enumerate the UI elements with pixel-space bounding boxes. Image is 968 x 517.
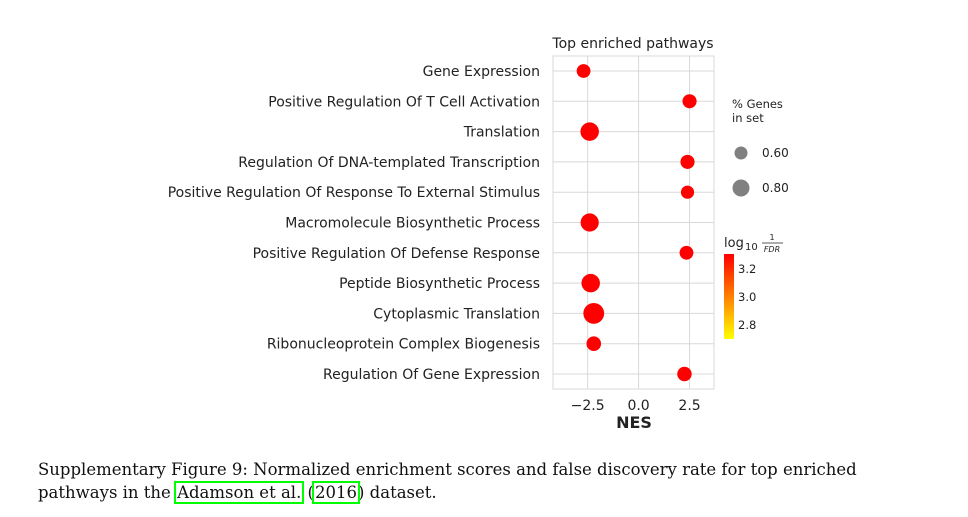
color-legend-title-log: log xyxy=(724,236,744,251)
x-tick-label: 2.5 xyxy=(678,398,700,414)
data-point xyxy=(576,64,591,78)
caption-open-paren: ( xyxy=(302,483,314,502)
colorbar-tick-2-8: 2.8 xyxy=(738,318,756,332)
color-legend: log 10 1 FDR 3.2 3.0 2.8 xyxy=(724,233,783,339)
data-points xyxy=(576,64,697,382)
data-point xyxy=(680,185,695,199)
x-tick-label: 0.0 xyxy=(627,398,649,414)
y-tick-label: Cytoplasmic Translation xyxy=(373,306,540,322)
color-legend-title-denominator: FDR xyxy=(764,245,780,254)
data-point xyxy=(679,245,694,260)
x-axis-label: NES xyxy=(616,413,652,432)
x-axis-ticks: −2.5 0.0 2.5 xyxy=(571,398,701,414)
size-legend: % Genes in set 0.60 0.80 xyxy=(732,97,789,197)
citation-year-link[interactable]: 2016 xyxy=(312,481,360,504)
chart-title: Top enriched pathways xyxy=(551,36,713,52)
data-point xyxy=(580,122,599,141)
data-point xyxy=(677,366,692,382)
caption-text: Supplementary Figure 9: Normalized enric… xyxy=(38,460,857,502)
y-tick-label: Regulation Of DNA-templated Transcriptio… xyxy=(238,155,540,171)
colorbar-tick-3-0: 3.0 xyxy=(738,290,756,304)
data-point xyxy=(583,302,605,324)
caption-suffix: ) dataset. xyxy=(358,483,437,502)
y-tick-label: Translation xyxy=(463,125,540,141)
data-point xyxy=(581,273,600,293)
y-tick-label: Positive Regulation Of Response To Exter… xyxy=(168,185,540,201)
x-tick-label: −2.5 xyxy=(571,398,605,414)
plot-frame xyxy=(552,55,715,390)
y-tick-label: Regulation Of Gene Expression xyxy=(323,367,540,383)
color-legend-title-base: 10 xyxy=(745,242,758,253)
size-legend-label-1: 0.80 xyxy=(762,181,789,195)
data-point xyxy=(682,94,697,109)
citation-author-link[interactable]: Adamson et al. xyxy=(174,481,305,504)
y-tick-label: Macromolecule Biosynthetic Process xyxy=(285,216,540,232)
y-axis-labels: Gene Expression Positive Regulation Of T … xyxy=(168,64,540,383)
colorbar xyxy=(724,254,734,339)
size-legend-marker-0 xyxy=(734,146,748,160)
data-point xyxy=(680,154,695,169)
y-tick-label: Ribonucleoprotein Complex Biogenesis xyxy=(267,337,540,353)
y-tick-label: Peptide Biosynthetic Process xyxy=(339,276,540,292)
data-point xyxy=(580,213,599,232)
size-legend-title-line1: % Genes xyxy=(732,97,783,111)
size-legend-label-0: 0.60 xyxy=(762,146,789,160)
enrichment-dot-plot: Top enriched pathways Gene Expression Pos… xyxy=(168,36,789,432)
y-tick-label: Positive Regulation Of Defense Response xyxy=(253,246,540,262)
y-tick-label: Gene Expression xyxy=(423,64,540,80)
size-legend-title-line2: in set xyxy=(732,111,764,125)
colorbar-tick-3-2: 3.2 xyxy=(738,262,756,276)
y-tick-label: Positive Regulation Of T Cell Activation xyxy=(268,94,540,110)
figure-caption: Supplementary Figure 9: Normalized enric… xyxy=(38,458,928,504)
color-legend-title-numerator: 1 xyxy=(769,233,774,242)
size-legend-marker-1 xyxy=(732,179,750,197)
data-point xyxy=(586,336,602,351)
